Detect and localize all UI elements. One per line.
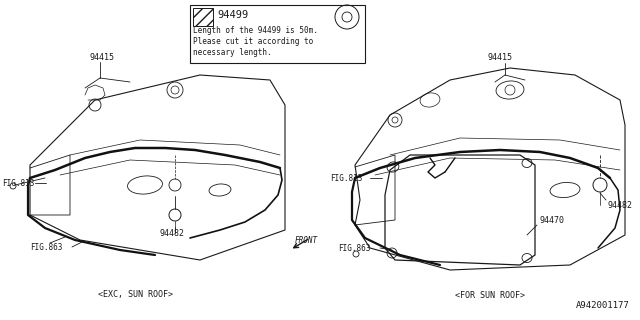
Bar <box>193 8 213 26</box>
Text: FIG.863: FIG.863 <box>338 244 371 252</box>
Text: <EXC, SUN ROOF>: <EXC, SUN ROOF> <box>97 291 173 300</box>
Text: FIG.863: FIG.863 <box>30 243 62 252</box>
Bar <box>190 5 365 63</box>
Text: 94499: 94499 <box>217 10 248 20</box>
Text: <FOR SUN ROOF>: <FOR SUN ROOF> <box>455 291 525 300</box>
Text: FIG.813: FIG.813 <box>330 173 362 182</box>
Text: necessary length.: necessary length. <box>193 47 271 57</box>
Text: FIG.813: FIG.813 <box>2 179 35 188</box>
Text: 94470: 94470 <box>540 215 565 225</box>
Text: FRONT: FRONT <box>295 236 318 244</box>
Text: 94415: 94415 <box>90 52 115 61</box>
Text: Please cut it according to: Please cut it according to <box>193 36 313 45</box>
Text: 94415: 94415 <box>488 52 513 61</box>
Text: Length of the 94499 is 50m.: Length of the 94499 is 50m. <box>193 26 318 35</box>
Text: 94482: 94482 <box>160 228 185 237</box>
Text: 94482: 94482 <box>607 201 632 210</box>
Text: A942001177: A942001177 <box>576 301 630 310</box>
